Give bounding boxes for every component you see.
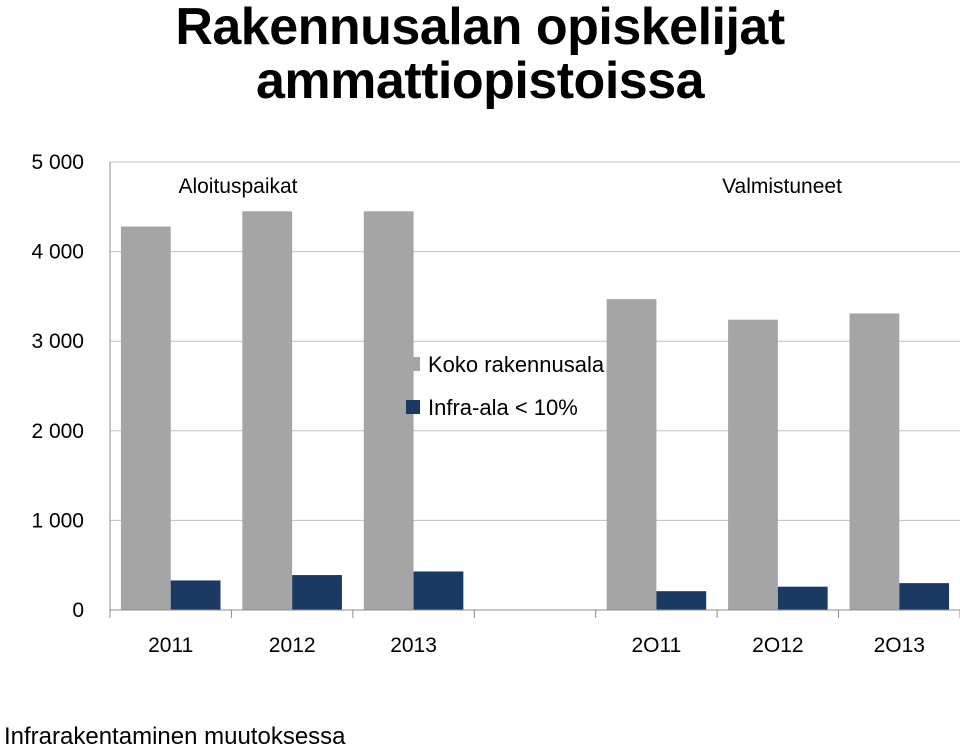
y-tick-label: 4 000 [31, 241, 84, 264]
gridlines [110, 161, 960, 521]
bar-koko-rakennusala-5 [728, 319, 778, 610]
x-tick-label: 2013 [390, 634, 437, 657]
legend-label-infra-ala: Infra-ala < 10% [428, 395, 578, 420]
y-tick-label: 5 000 [31, 151, 84, 174]
bar-infra-ala-0 [170, 580, 221, 610]
bar-koko-rakennusala-0 [120, 226, 171, 610]
chart-title-line-1: Rakennusalan opiskelijat [175, 0, 785, 56]
chart-title-line-2: ammattiopistoissa [255, 52, 705, 110]
x-tick-label: 2O12 [752, 634, 803, 657]
footer-text: Infrarakentaminen muutoksessa [4, 723, 346, 750]
legend: Koko rakennusala Infra-ala < 10% [406, 352, 605, 420]
bars [120, 211, 950, 610]
bar-koko-rakennusala-6 [849, 313, 900, 610]
y-tick-label: 0 [72, 599, 84, 622]
legend-swatch-koko-rakennusala [406, 357, 420, 371]
bar-infra-ala-4 [656, 591, 707, 610]
annotation-valmistuneet: Valmistuneet [722, 175, 842, 198]
y-tick-label: 3 000 [31, 330, 84, 353]
x-tick-label: 2O11 [632, 634, 682, 657]
y-tick-label: 2 000 [31, 420, 84, 443]
bar-koko-rakennusala-1 [242, 211, 293, 610]
bar-infra-ala-2 [413, 571, 464, 610]
y-tick-label: 1 000 [31, 509, 84, 532]
bar-infra-ala-1 [292, 575, 342, 610]
x-tick-label: 2O13 [874, 634, 925, 657]
bar-infra-ala-5 [777, 586, 828, 610]
legend-label-koko-rakennusala: Koko rakennusala [428, 352, 605, 377]
chart-title: Rakennusalan opiskelijat ammattiopistois… [0, 0, 960, 108]
x-axis: 2011 2012 2013 2O11 2O12 2O13 [109, 609, 960, 657]
y-axis: 0 1 000 2 000 3 000 4 000 5 000 [31, 151, 111, 622]
bar-infra-ala-6 [899, 583, 950, 610]
bar-koko-rakennusala-4 [606, 299, 657, 610]
bar-koko-rakennusala-2 [363, 211, 414, 610]
x-tick-label: 2011 [148, 634, 193, 657]
x-tick-label: 2012 [269, 634, 316, 657]
legend-swatch-infra-ala [406, 400, 420, 414]
annotation-aloituspaikat: Aloituspaikat [178, 175, 297, 198]
